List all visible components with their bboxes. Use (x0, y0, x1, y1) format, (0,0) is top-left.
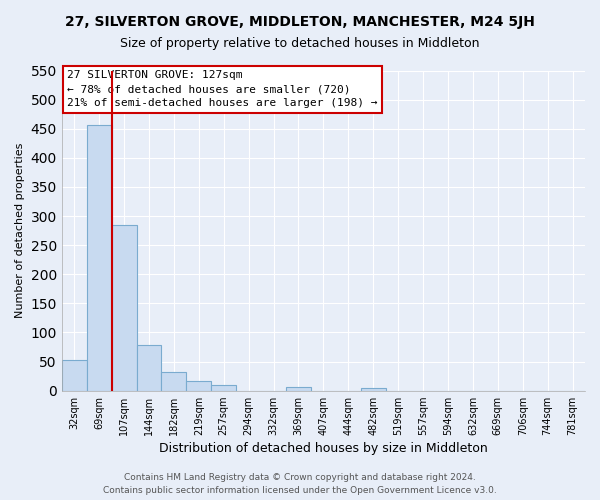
Text: 27, SILVERTON GROVE, MIDDLETON, MANCHESTER, M24 5JH: 27, SILVERTON GROVE, MIDDLETON, MANCHEST… (65, 15, 535, 29)
Bar (286, 387, 311, 390)
X-axis label: Distribution of detached houses by size in Middleton: Distribution of detached houses by size … (159, 442, 488, 455)
Text: Contains HM Land Registry data © Crown copyright and database right 2024.
Contai: Contains HM Land Registry data © Crown c… (103, 474, 497, 495)
Bar (211, 386, 236, 390)
Bar (187, 381, 211, 390)
Bar (112, 226, 137, 390)
Bar (137, 346, 161, 391)
Bar (62, 360, 87, 390)
Bar (361, 388, 386, 390)
Bar (87, 125, 112, 390)
Text: Size of property relative to detached houses in Middleton: Size of property relative to detached ho… (120, 38, 480, 51)
Bar (161, 372, 187, 390)
Y-axis label: Number of detached properties: Number of detached properties (15, 143, 25, 318)
Text: 27 SILVERTON GROVE: 127sqm
← 78% of detached houses are smaller (720)
21% of sem: 27 SILVERTON GROVE: 127sqm ← 78% of deta… (67, 70, 377, 108)
